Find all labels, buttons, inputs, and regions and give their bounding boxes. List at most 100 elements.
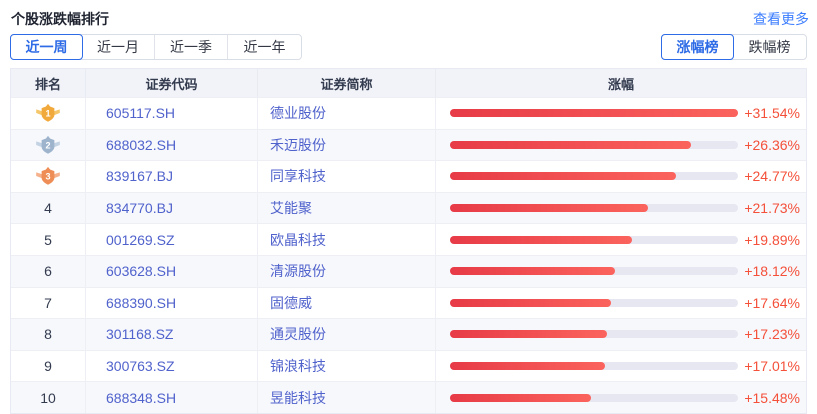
name-cell: 欧晶科技 xyxy=(258,224,436,255)
board-tab-0[interactable]: 涨幅榜 xyxy=(661,34,734,60)
stock-code[interactable]: 605117.SH xyxy=(106,105,176,122)
change-cell: +26.36% xyxy=(436,130,806,161)
view-more-link[interactable]: 查看更多 xyxy=(753,11,809,27)
stock-code[interactable]: 688390.SH xyxy=(106,294,177,311)
code-cell: 605117.SH xyxy=(86,98,258,129)
code-cell: 301168.SZ xyxy=(86,319,258,350)
change-cell: +21.73% xyxy=(436,193,806,224)
code-cell: 688032.SH xyxy=(86,129,258,161)
change-bar-track xyxy=(450,204,738,213)
change-bar-fill xyxy=(450,393,592,402)
rank-cell: 7 xyxy=(11,287,86,319)
name-cell: 昱能科技 xyxy=(258,382,436,413)
rank-cell: 10 xyxy=(11,382,86,413)
period-tab-2[interactable]: 近一季 xyxy=(155,35,228,59)
rank-number: 7 xyxy=(44,294,52,311)
change-bar-fill xyxy=(450,109,738,118)
table-row[interactable]: 6 603628.SH 清源股份 +18.12% xyxy=(11,254,806,287)
board-tab-1[interactable]: 跌幅榜 xyxy=(733,35,806,59)
change-cell: +31.54% xyxy=(436,98,806,129)
stock-code[interactable]: 688032.SH xyxy=(106,136,177,153)
change-value: +21.73% xyxy=(744,200,800,217)
stock-name[interactable]: 昱能科技 xyxy=(270,389,326,406)
stock-code[interactable]: 688348.SH xyxy=(106,389,177,406)
change-bar-track xyxy=(450,298,738,307)
tabs-row: 近一周 近一月 近一季 近一年 涨幅榜 跌幅榜 xyxy=(0,29,817,60)
code-cell: 688348.SH xyxy=(86,382,258,413)
change-value: +19.89% xyxy=(744,231,800,248)
rank-cell: 9 xyxy=(11,350,86,382)
change-bar-fill xyxy=(450,362,606,371)
stock-name[interactable]: 通灵股份 xyxy=(270,326,326,343)
change-bar-track xyxy=(450,393,738,402)
stock-name[interactable]: 禾迈股份 xyxy=(270,136,326,153)
name-cell: 艾能聚 xyxy=(258,192,436,224)
change-cell: +17.23% xyxy=(436,319,806,350)
table-row[interactable]: 3 839167.BJ 同享科技 +24.77% xyxy=(11,160,806,192)
topbar: 个股涨跌幅排行 查看更多 xyxy=(0,0,817,29)
change-bar-track xyxy=(450,330,738,339)
header-name: 证券简称 xyxy=(258,69,436,97)
stock-code[interactable]: 839167.BJ xyxy=(106,168,173,185)
change-value: +17.64% xyxy=(744,294,800,311)
rank-cell: 4 xyxy=(11,192,86,224)
code-cell: 688390.SH xyxy=(86,287,258,319)
stock-name[interactable]: 欧晶科技 xyxy=(270,231,326,248)
change-cell: +17.64% xyxy=(436,288,806,319)
change-cell: +18.12% xyxy=(436,256,806,287)
rank-number: 8 xyxy=(44,326,52,343)
period-tab-1[interactable]: 近一月 xyxy=(82,35,155,59)
period-tab-0[interactable]: 近一周 xyxy=(10,34,83,60)
change-cell: +15.48% xyxy=(436,382,806,413)
table-row[interactable]: 1 605117.SH 德业股份 +31.54% xyxy=(11,97,806,129)
stock-code[interactable]: 300763.SZ xyxy=(106,358,175,375)
rank-cell: 3 xyxy=(11,161,86,192)
change-bar-track xyxy=(450,362,738,371)
table-row[interactable]: 9 300763.SZ 锦浪科技 +17.01% xyxy=(11,349,806,382)
medal-rank-number: 1 xyxy=(45,109,50,119)
table-row[interactable]: 2 688032.SH 禾迈股份 +26.36% xyxy=(11,128,806,161)
table-row[interactable]: 8 301168.SZ 通灵股份 +17.23% xyxy=(11,318,806,350)
stock-code[interactable]: 001269.SZ xyxy=(106,231,175,248)
period-tab-3[interactable]: 近一年 xyxy=(228,35,301,59)
change-bar-fill xyxy=(450,140,691,149)
stock-code[interactable]: 603628.SH xyxy=(106,263,177,280)
change-bar-fill xyxy=(450,267,616,276)
name-cell: 禾迈股份 xyxy=(258,129,436,161)
code-cell: 603628.SH xyxy=(86,255,258,287)
rank-number: 6 xyxy=(44,263,52,280)
change-value: +17.01% xyxy=(744,358,800,375)
table-row[interactable]: 10 688348.SH 昱能科技 +15.48% xyxy=(11,381,806,413)
rank-cell: 8 xyxy=(11,319,86,350)
rank-number: 4 xyxy=(44,200,52,217)
medal-rank-number: 2 xyxy=(45,141,50,151)
table-row[interactable]: 7 688390.SH 固德威 +17.64% xyxy=(11,286,806,319)
name-cell: 同享科技 xyxy=(258,161,436,192)
stock-name[interactable]: 艾能聚 xyxy=(270,200,312,217)
stock-name[interactable]: 德业股份 xyxy=(270,105,326,122)
change-value: +31.54% xyxy=(744,105,800,122)
period-tabs: 近一周 近一月 近一季 近一年 xyxy=(10,34,302,60)
stock-name[interactable]: 清源股份 xyxy=(270,263,326,280)
table-row[interactable]: 4 834770.BJ 艾能聚 +21.73% xyxy=(11,191,806,224)
change-cell: +17.01% xyxy=(436,351,806,382)
stock-name[interactable]: 锦浪科技 xyxy=(270,358,326,375)
stock-code[interactable]: 301168.SZ xyxy=(106,326,174,343)
change-value: +24.77% xyxy=(744,168,800,185)
stock-code[interactable]: 834770.BJ xyxy=(106,200,173,217)
medal-icon: 3 xyxy=(36,167,60,186)
stock-name[interactable]: 固德威 xyxy=(270,294,312,311)
change-bar-fill xyxy=(450,172,677,181)
stock-name[interactable]: 同享科技 xyxy=(270,168,326,185)
code-cell: 834770.BJ xyxy=(86,192,258,224)
change-value: +15.48% xyxy=(744,389,800,406)
table-row[interactable]: 5 001269.SZ 欧晶科技 +19.89% xyxy=(11,223,806,255)
table-body: 1 605117.SH 德业股份 +31.54% 2 xyxy=(11,97,806,413)
change-bar-track xyxy=(450,267,738,276)
rank-cell: 5 xyxy=(11,224,86,255)
name-cell: 清源股份 xyxy=(258,255,436,287)
name-cell: 通灵股份 xyxy=(258,319,436,350)
change-cell: +19.89% xyxy=(436,224,806,255)
change-value: +18.12% xyxy=(744,263,800,280)
change-bar-track xyxy=(450,172,738,181)
